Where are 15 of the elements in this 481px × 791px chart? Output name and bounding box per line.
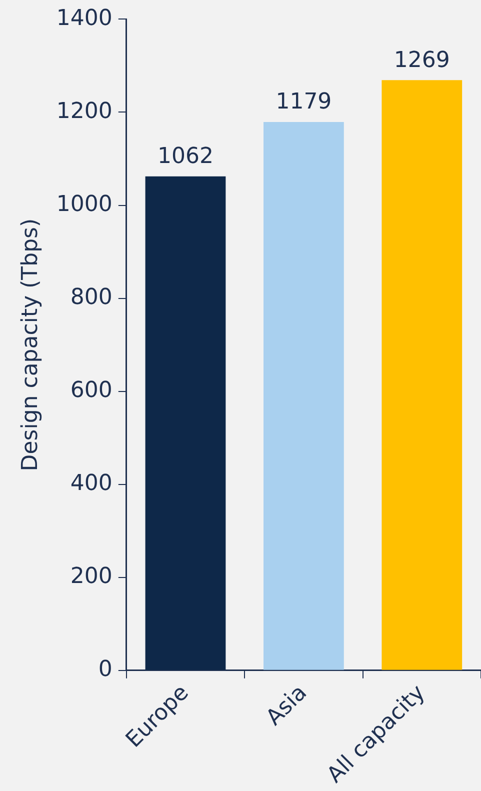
y-tick-label: 1200	[56, 98, 112, 124]
y-tick-label: 600	[70, 378, 112, 404]
y-tick-label: 800	[70, 285, 112, 310]
data-label: 1269	[394, 48, 450, 73]
y-tick-label: 200	[70, 564, 112, 590]
bar	[264, 122, 344, 670]
bar	[382, 80, 462, 670]
data-label: 1179	[276, 90, 332, 115]
y-axis-title: Design capacity (Tbps)	[18, 218, 43, 472]
data-label: 1062	[157, 144, 214, 170]
y-tick-label: 1000	[56, 192, 112, 217]
y-tick-label: 1400	[56, 6, 112, 31]
y-tick-label: 0	[98, 657, 112, 682]
bar	[145, 176, 226, 670]
y-tick-label: 400	[70, 471, 112, 496]
